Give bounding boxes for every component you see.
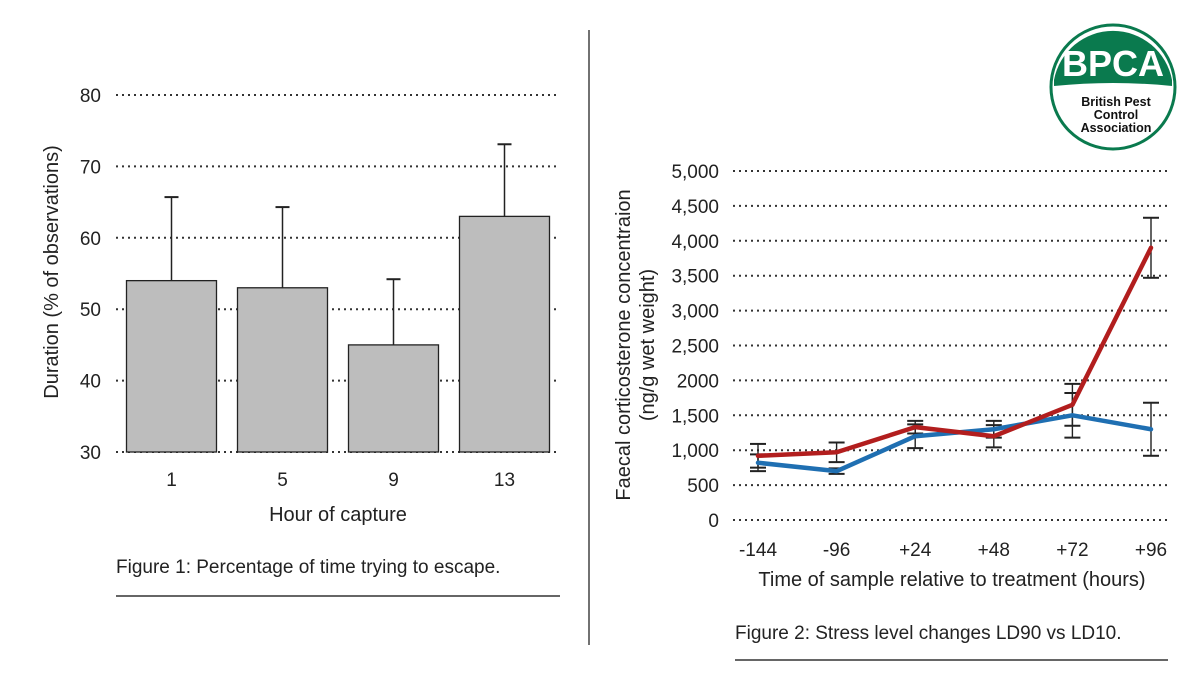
line-chart-series [750,216,1159,475]
line-chart-y-tick-label: 4,500 [671,197,719,218]
bar-chart-y-axis-title: Duration (% of observations) [41,145,63,398]
line-chart-y-ticks: 0 500 1,000 1,500 2000 2,500 3,000 3,500 4,000 4,… [671,162,719,532]
bar-chart-x-tick-label: 9 [388,470,399,491]
figure-1-caption: Figure 1: Percentage of time trying to e… [116,557,500,578]
line-chart-gridlines [733,170,1170,521]
bar-chart-y-tick-label: 60 [80,229,101,250]
bar-chart-y-tick-label: 30 [80,443,101,464]
line-chart-x-tick-label: +96 [1135,540,1167,561]
bar-chart-y-ticks: 30 40 50 60 70 80 [80,86,101,464]
bar-chart-y-tick-label: 80 [80,86,101,107]
bar [347,344,440,453]
bar-chart-x-tick-label: 13 [494,470,515,491]
line-chart-y-axis-title-line-2: (ng/g wet weight) [637,269,659,421]
line-chart-y-tick-label: 3,500 [671,267,719,288]
line-chart-x-tick-label: +48 [978,540,1010,561]
bar-chart-x-tick-label: 1 [166,470,177,491]
line-chart-y-tick-label: 3,000 [671,302,719,323]
line-chart-y-axis-title-line-1: Faecal corticosterone concentraion [613,189,635,500]
bar [125,279,218,453]
line-chart-x-axis-title: Time of sample relative to treatment (ho… [758,569,1145,591]
bar-chart-x-tick-label: 5 [277,470,288,491]
line-chart-y-tick-label: 2000 [677,371,719,392]
logo-mark: BPCA [1062,43,1164,84]
bpca-logo: BPCA British Pest Control Association [1049,23,1177,151]
bar-chart: 30 40 50 60 70 80 1 5 9 13 Hour of capture Durat… [41,86,560,597]
line-chart: 0 500 1,000 1,500 2000 2,500 3,000 3,500 4,000 4,… [613,162,1170,661]
line-chart-x-tick-label: -96 [823,540,850,561]
bar-chart-x-ticks: 1 5 9 13 [166,470,515,491]
series-line-blue [755,413,1154,474]
line-chart-x-tick-label: +24 [899,540,932,561]
line-chart-x-tick-label: +72 [1056,540,1088,561]
line-chart-y-tick-label: 5,000 [671,162,719,183]
bar-chart-y-tick-label: 40 [80,372,101,393]
line-chart-y-tick-label: 1,000 [671,441,719,462]
line-chart-y-tick-label: 2,500 [671,337,719,358]
figure-2-caption: Figure 2: Stress level changes LD90 vs L… [735,623,1122,644]
line-chart-y-tick-label: 4,000 [671,232,719,253]
bar [458,215,551,453]
bar [236,287,329,453]
line-chart-y-tick-label: 0 [708,511,719,532]
bar-chart-bars [125,143,551,453]
bar-chart-y-tick-label: 70 [80,157,101,178]
series-line-red [755,245,1154,459]
line-chart-x-tick-label: -144 [739,540,777,561]
logo-tagline-2: Control [1094,108,1138,122]
logo-tagline-1: British Pest [1081,95,1151,109]
line-chart-y-tick-label: 1,500 [671,406,719,427]
bar-chart-y-tick-label: 50 [80,300,101,321]
line-chart-x-ticks: -144 -96 +24 +48 +72 +96 [739,540,1167,561]
logo-tagline-3: Association [1081,121,1152,135]
line-chart-y-tick-label: 500 [687,476,719,497]
bar-chart-x-axis-title: Hour of capture [269,504,407,526]
